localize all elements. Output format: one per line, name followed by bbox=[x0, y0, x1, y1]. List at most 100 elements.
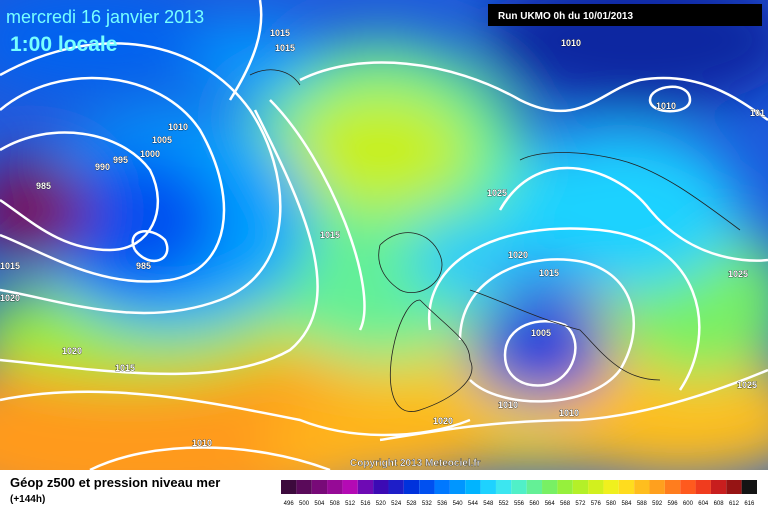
isobar-label: 1010 bbox=[559, 408, 579, 418]
legend-swatch bbox=[342, 480, 358, 494]
legend-label: 572 bbox=[575, 501, 586, 507]
local-time: 1:00 locale bbox=[10, 33, 117, 56]
legend-label: 564 bbox=[545, 501, 556, 507]
legend-label: 608 bbox=[714, 501, 725, 507]
isobar-label: 1010 bbox=[168, 122, 188, 132]
legend-swatch bbox=[680, 480, 696, 494]
legend-swatch bbox=[327, 480, 343, 494]
legend-swatch bbox=[726, 480, 742, 494]
legend-swatch bbox=[634, 480, 650, 494]
legend-label: 592 bbox=[652, 501, 663, 507]
legend-label: 596 bbox=[668, 501, 679, 507]
isobars bbox=[0, 0, 768, 470]
isobar-label: 985 bbox=[136, 261, 151, 271]
isobar-label: 1010 bbox=[561, 38, 581, 48]
legend-title: Géop z500 et pression niveau mer bbox=[10, 475, 220, 490]
legend-swatch bbox=[465, 480, 481, 494]
coastlines bbox=[249, 69, 741, 412]
isobar-label: 995 bbox=[113, 155, 128, 165]
legend-label: 588 bbox=[637, 501, 648, 507]
legend-label: 496 bbox=[284, 501, 295, 507]
legend-swatch bbox=[311, 480, 328, 494]
copyright: Copyright 2013 Meteociel.fr bbox=[350, 458, 481, 469]
legend-swatch bbox=[649, 480, 665, 494]
legend-label: 560 bbox=[529, 501, 540, 507]
legend-swatch bbox=[664, 480, 681, 494]
legend-swatch bbox=[741, 480, 757, 494]
legend-swatch bbox=[526, 480, 543, 494]
isobar-label: 1020 bbox=[0, 293, 20, 303]
isobar-label: 1015 bbox=[275, 43, 295, 53]
weather-map: mercredi 16 janvier 2013 1:00 locale Run… bbox=[0, 0, 768, 470]
isobar-label: 1015 bbox=[0, 261, 20, 271]
legend-label: 512 bbox=[345, 501, 356, 507]
legend-swatch bbox=[357, 480, 374, 494]
legend-swatch bbox=[511, 480, 527, 494]
isobar-label: 1010 bbox=[498, 400, 518, 410]
legend-label: 520 bbox=[376, 501, 387, 507]
isobar-label: 1025 bbox=[728, 269, 748, 279]
isobar-label: 1025 bbox=[487, 188, 507, 198]
legend-swatch bbox=[495, 480, 512, 494]
legend-label: 548 bbox=[483, 501, 494, 507]
legend-label: 568 bbox=[560, 501, 571, 507]
legend-swatch bbox=[557, 480, 573, 494]
legend-swatch bbox=[403, 480, 420, 494]
legend-swatch bbox=[373, 480, 389, 494]
legend-label: 552 bbox=[499, 501, 510, 507]
isobar-label: 985 bbox=[36, 181, 51, 191]
legend-swatch bbox=[296, 480, 312, 494]
legend-swatch bbox=[710, 480, 727, 494]
legend-label: 504 bbox=[314, 501, 325, 507]
legend-label: 528 bbox=[407, 501, 418, 507]
isobar-label: 1015 bbox=[320, 230, 340, 240]
isobar-label: 1010 bbox=[656, 101, 676, 111]
isobar-label: 1005 bbox=[152, 135, 172, 145]
legend-label: 544 bbox=[468, 501, 479, 507]
legend-swatch bbox=[281, 480, 297, 494]
legend-label: 508 bbox=[330, 501, 341, 507]
isobar-label: 1005 bbox=[531, 328, 551, 338]
legend-swatch bbox=[542, 480, 558, 494]
legend-swatch bbox=[588, 480, 604, 494]
legend: Géop z500 et pression niveau mer (+144h)… bbox=[10, 475, 757, 507]
isobar-label: 1015 bbox=[270, 28, 290, 38]
legend-swatch bbox=[480, 480, 496, 494]
legend-label: 600 bbox=[683, 501, 694, 507]
legend-label: 536 bbox=[437, 501, 448, 507]
legend-label: 604 bbox=[698, 501, 709, 507]
legend-label: 612 bbox=[729, 501, 740, 507]
legend-swatch bbox=[572, 480, 589, 494]
isobar-label: 1020 bbox=[433, 416, 453, 426]
legend-swatch bbox=[449, 480, 466, 494]
isobar-label: 1020 bbox=[62, 346, 82, 356]
legend-label: 576 bbox=[591, 501, 602, 507]
legend-label: 556 bbox=[514, 501, 525, 507]
legend-label: 516 bbox=[360, 501, 371, 507]
legend-swatch bbox=[388, 480, 404, 494]
legend-label: 616 bbox=[744, 501, 755, 507]
legend-label: 584 bbox=[621, 501, 632, 507]
legend-label: 524 bbox=[391, 501, 402, 507]
isobar-label: 1015 bbox=[539, 268, 559, 278]
legend-swatch bbox=[419, 480, 435, 494]
run-info: Run UKMO 0h du 10/01/2013 bbox=[498, 11, 633, 22]
legend-label: 580 bbox=[606, 501, 617, 507]
isobar-label: 1015 bbox=[115, 363, 135, 373]
legend-label: 540 bbox=[453, 501, 464, 507]
legend-label: 532 bbox=[422, 501, 433, 507]
isobar-label: 101 bbox=[750, 108, 765, 118]
legend-label: 500 bbox=[299, 501, 310, 507]
isobar-label: 990 bbox=[95, 162, 110, 172]
isobar-label: 1010 bbox=[192, 438, 212, 448]
date: mercredi 16 janvier 2013 bbox=[6, 7, 204, 27]
isobar-label: 1025 bbox=[737, 380, 757, 390]
legend-swatch bbox=[695, 480, 711, 494]
isobar-label: 1020 bbox=[508, 250, 528, 260]
isobar-label: 1000 bbox=[140, 149, 160, 159]
legend-swatch bbox=[434, 480, 450, 494]
legend-swatch bbox=[618, 480, 635, 494]
legend-swatch bbox=[603, 480, 619, 494]
run-box bbox=[488, 4, 762, 26]
